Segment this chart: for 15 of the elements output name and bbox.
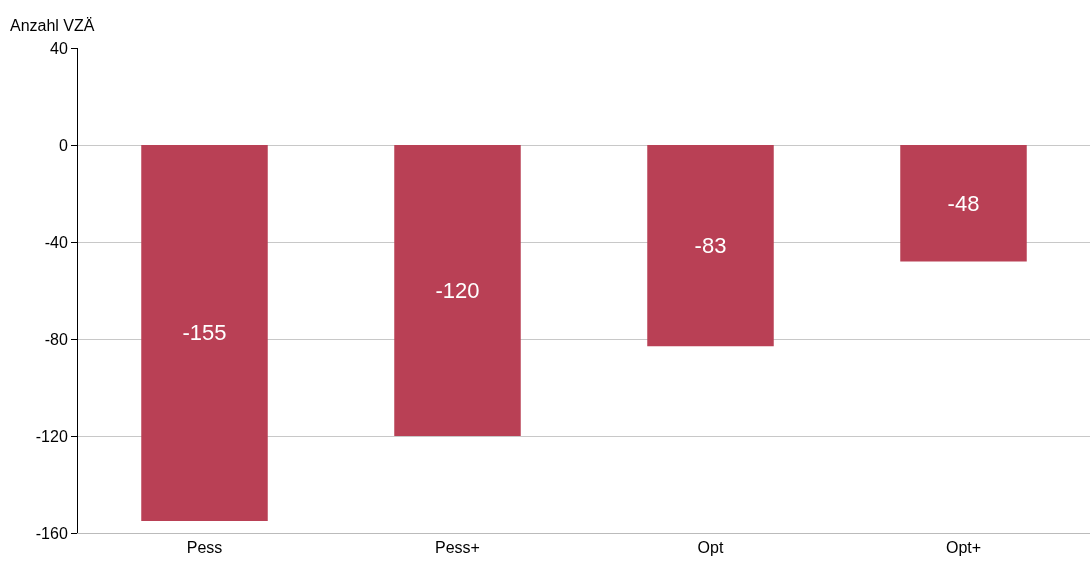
data-label: -155 [182,320,227,346]
y-axis-title: Anzahl VZÄ [10,17,95,34]
data-label: -83 [694,233,727,259]
y-tick-label: -160 [35,524,68,542]
data-label: -120 [435,278,480,303]
x-tick-label: Pess+ [435,539,480,557]
x-tick-label: Opt [697,539,724,557]
x-tick-label: Opt+ [945,539,982,557]
y-tick-label: 0 [58,136,68,154]
x-tick-label: Pess [186,539,223,557]
y-tick-label: -80 [44,330,68,348]
data-label: -48 [947,190,980,216]
y-tick-label: -40 [44,233,68,251]
y-tick-label: 40 [50,39,68,57]
y-tick-label: -120 [35,427,68,445]
